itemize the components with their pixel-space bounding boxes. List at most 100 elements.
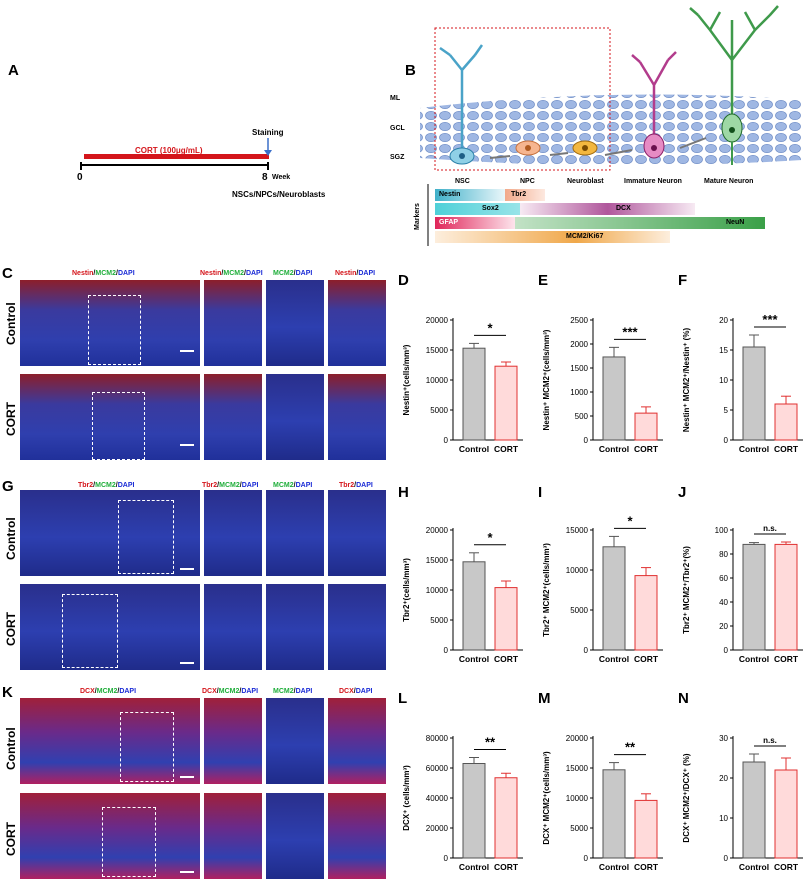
chart-n-bar-cort	[774, 769, 798, 859]
chart-l-xtick-label: CORT	[494, 862, 519, 872]
c-control-zoom-nestin	[328, 280, 386, 366]
chart-e-ytick-label: 1500	[570, 364, 588, 373]
c-row-cort: CORT	[4, 402, 18, 436]
g-mcm2-header: MCM2/DAPI	[273, 482, 313, 489]
chart-n-bar-control	[742, 761, 766, 859]
chart-i-ytick-label: 5000	[570, 606, 588, 615]
g-tbr2-header: Tbr2/DAPI	[339, 482, 373, 489]
chart-d-xtick-label: Control	[459, 444, 489, 454]
chart-l-bar-control	[462, 763, 486, 859]
g-control-zoom-tbr2	[328, 490, 386, 576]
chart-e: Nestin⁺ MCM2⁺(cells/mm³) 0 500 1000 1500 2000…	[542, 316, 663, 454]
chart-n-xtick-label: Control	[739, 862, 769, 872]
k-zoom-header: DCX/MCM2/DAPI	[202, 688, 259, 695]
chart-n: DCX⁺ MCM2⁺/DCX⁺ (%) 0 10 20 30 Control CORT n.s…	[682, 734, 803, 872]
g-cort-overview	[20, 584, 200, 670]
marker-mcm2-ki67: MCM2/Ki67	[566, 233, 604, 240]
panel-label-l: L	[398, 690, 408, 707]
panel-label-a: A	[8, 62, 19, 79]
chart-i-bar-cort	[634, 575, 658, 651]
chart-j-ytick-label: 40	[719, 598, 728, 607]
chart-f-ytick-label: 0	[724, 436, 729, 445]
chart-d-xtick-label: CORT	[494, 444, 519, 454]
chart-j-ytick-label: 80	[719, 550, 728, 559]
chart-i-xtick-label: CORT	[634, 654, 659, 664]
panel-label-g: G	[2, 478, 14, 495]
chart-h-ytick-label: 5000	[430, 616, 448, 625]
chart-m-bar-control	[602, 769, 626, 859]
g-cort-zoom-tbr2	[328, 584, 386, 670]
chart-i: Tbr2⁺ MCM2⁺(cells/mm³) 0 5000 10000 15000 Con…	[542, 513, 663, 664]
chart-h-ytick-label: 0	[444, 646, 449, 655]
chart-f-ytick-label: 10	[719, 376, 728, 385]
c-control-overview	[20, 280, 200, 366]
chart-d-sig-label: *	[487, 320, 493, 335]
g-row-control: Control	[4, 517, 18, 560]
k-mcm2-header: MCM2/DAPI	[273, 688, 313, 695]
panel-label-m: M	[538, 690, 551, 707]
chart-e-xtick-label: Control	[599, 444, 629, 454]
c-row-control: Control	[4, 302, 18, 345]
chart-d-ytick-label: 15000	[426, 346, 449, 355]
chart-d-ytick-label: 20000	[426, 316, 449, 325]
chart-h-ylabel: Tbr2⁺(cells/mm³)	[402, 558, 411, 622]
week-eight: 8	[262, 172, 268, 183]
chart-e-ytick-label: 0	[584, 436, 589, 445]
chart-l-xtick-label: Control	[459, 862, 489, 872]
chart-l-ylabel: DCX⁺ (cells/mm³)	[402, 765, 411, 831]
chart-h-xtick-label: Control	[459, 654, 489, 664]
chart-n-sig-label: n.s.	[763, 736, 777, 745]
chart-h-bar-control	[462, 561, 486, 651]
g-merge-header: Tbr2/MCM2/DAPI	[78, 482, 135, 489]
k-row-control: Control	[4, 727, 18, 770]
layer-sgz: SGZ	[390, 154, 405, 161]
c-mcm2-header: MCM2/DAPI	[273, 270, 313, 277]
chart-m-xtick-label: CORT	[634, 862, 659, 872]
chart-f-xtick-label: Control	[739, 444, 769, 454]
chart-l-ytick-label: 40000	[426, 794, 449, 803]
chart-m-ytick-label: 15000	[566, 764, 589, 773]
chart-h-ytick-label: 20000	[426, 526, 449, 535]
marker-neun: NeuN	[726, 219, 745, 226]
chart-d-ytick-label: 5000	[430, 406, 448, 415]
layer-gcl: GCL	[390, 125, 405, 132]
chart-e-xtick-label: CORT	[634, 444, 659, 454]
chart-d: Nestin⁺(cells/mm³) 0 5000 10000 15000 20000 Co…	[402, 316, 523, 454]
chart-i-ytick-label: 10000	[566, 566, 589, 575]
chart-d-bar-cort	[494, 365, 518, 441]
timeline	[80, 138, 272, 170]
marker-tbr2: Tbr2	[511, 191, 527, 198]
chart-h-xtick-label: CORT	[494, 654, 519, 664]
panel-label-h: H	[398, 484, 409, 501]
c-cort-overview	[20, 374, 200, 460]
chart-f-ytick-label: 5	[724, 406, 729, 415]
panel-label-j: J	[678, 484, 687, 501]
chart-j-ytick-label: 0	[724, 646, 729, 655]
layer-ml: ML	[390, 95, 401, 102]
panel-label-d: D	[398, 272, 409, 289]
chart-n-ytick-label: 0	[724, 854, 729, 863]
chart-f-bar-control	[742, 346, 766, 441]
chart-e-ytick-label: 500	[575, 412, 589, 421]
chart-j-bar-control	[742, 543, 766, 651]
chart-m-ylabel: DCX⁺ MCM2⁺(cells/mm³)	[542, 751, 551, 845]
g-control-zoom-merge	[204, 490, 262, 576]
g-cort-zoom-mcm2	[266, 584, 324, 670]
chart-l-ytick-label: 20000	[426, 824, 449, 833]
k-control-zoom-dcx	[328, 698, 386, 784]
chart-l-ytick-label: 80000	[426, 734, 449, 743]
chart-l-ytick-label: 0	[444, 854, 449, 863]
k-merge-header: DCX/MCM2/DAPI	[80, 688, 137, 695]
c-nestin-header: Nestin/DAPI	[335, 270, 376, 277]
chart-d-ylabel: Nestin⁺(cells/mm³)	[402, 344, 411, 415]
chart-m: DCX⁺ MCM2⁺(cells/mm³) 0 5000 10000 15000 2000…	[542, 734, 663, 872]
chart-j-ytick-label: 100	[715, 526, 729, 535]
chart-j-bar-cort	[774, 543, 798, 651]
chart-n-ytick-label: 20	[719, 774, 728, 783]
c-cort-zoom-mcm2	[266, 374, 324, 460]
chart-h-sig-label: *	[487, 530, 493, 545]
chart-e-bar-cort	[634, 412, 658, 441]
chart-n-xtick-label: CORT	[774, 862, 799, 872]
chart-e-ylabel: Nestin⁺ MCM2⁺(cells/mm³)	[542, 329, 551, 430]
chart-f: Nestin⁺ MCM2⁺/Nestin⁺ (%) 0 5 10 15 20 Control…	[682, 312, 803, 454]
